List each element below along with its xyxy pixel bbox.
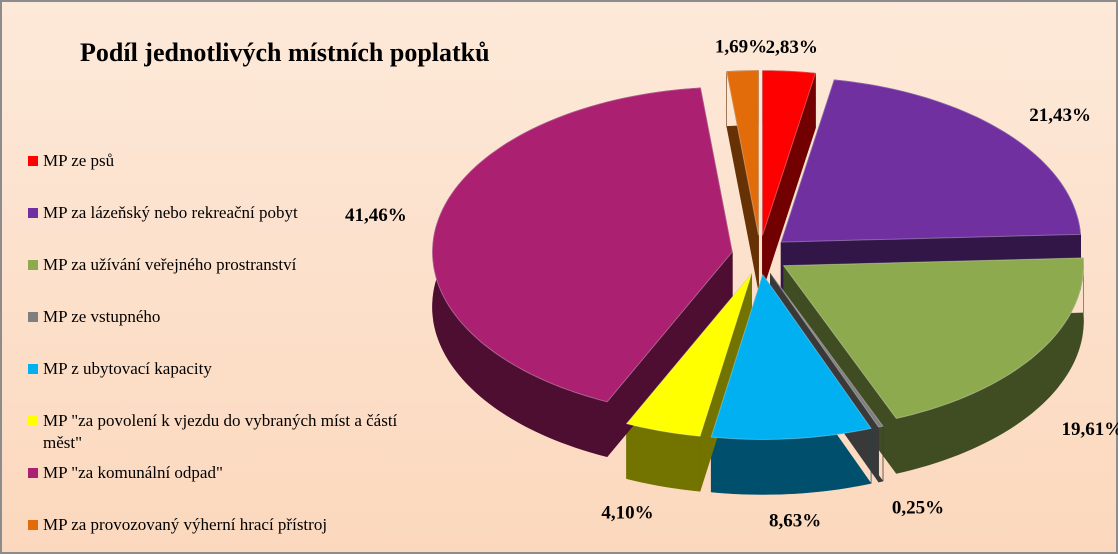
slice [780, 79, 1082, 243]
legend-label: MP ze psů [43, 151, 115, 170]
legend-item: MP z ubytovací kapacity [28, 358, 418, 410]
legend-label: MP "za komunální odpad" [43, 463, 223, 482]
legend-swatch [28, 364, 38, 374]
legend-label: MP z ubytovací kapacity [43, 359, 212, 378]
legend-label: MP ze vstupného [43, 307, 161, 326]
legend-swatch [28, 260, 38, 270]
slice [625, 273, 753, 437]
legend-swatch [28, 208, 38, 218]
data-label: 0,25% [892, 497, 944, 518]
chart-title: Podíl jednotlivých místních poplatků [80, 38, 490, 67]
legend-item: MP ze vstupného [28, 306, 418, 358]
legend-swatch [28, 416, 38, 426]
legend-item: MP za užívání veřejného prostranství [28, 254, 418, 306]
data-label: 2,83% [766, 37, 818, 58]
data-label: 8,63% [769, 510, 821, 531]
legend: MP ze psů MP za lázeňský nebo rekreační p… [28, 150, 418, 554]
data-label: 41,46% [345, 205, 407, 226]
slice [769, 272, 884, 428]
slice [782, 257, 1085, 420]
legend-swatch [28, 312, 38, 322]
legend-item: MP "za povolení k vjezdu do vybraných mí… [28, 410, 418, 462]
legend-label: MP za užívání veřejného prostranství [43, 255, 297, 274]
slice [431, 87, 733, 403]
data-label: 19,61% [1061, 419, 1118, 440]
legend-item: MP za lázeňský nebo rekreační pobyt [28, 202, 418, 254]
data-label: 4,10% [601, 502, 653, 523]
slice [726, 69, 760, 236]
legend-label: MP "za povolení k vjezdu do vybraných mí… [43, 411, 398, 452]
legend-item: MP ze psů [28, 150, 418, 202]
legend-item: MP za provozovaný výherní hrací přístroj [28, 514, 418, 554]
legend-label: MP za lázeňský nebo rekreační pobyt [43, 203, 298, 222]
legend-label: MP za provozovaný výherní hrací přístroj [43, 515, 328, 534]
data-label: 21,43% [1029, 105, 1091, 126]
legend-swatch [28, 520, 38, 530]
legend-swatch [28, 468, 38, 478]
data-label: 1,69% [715, 37, 767, 58]
legend-item: MP "za komunální odpad" [28, 462, 418, 514]
slice [761, 70, 817, 236]
slice [710, 273, 872, 441]
legend-swatch [28, 156, 38, 166]
